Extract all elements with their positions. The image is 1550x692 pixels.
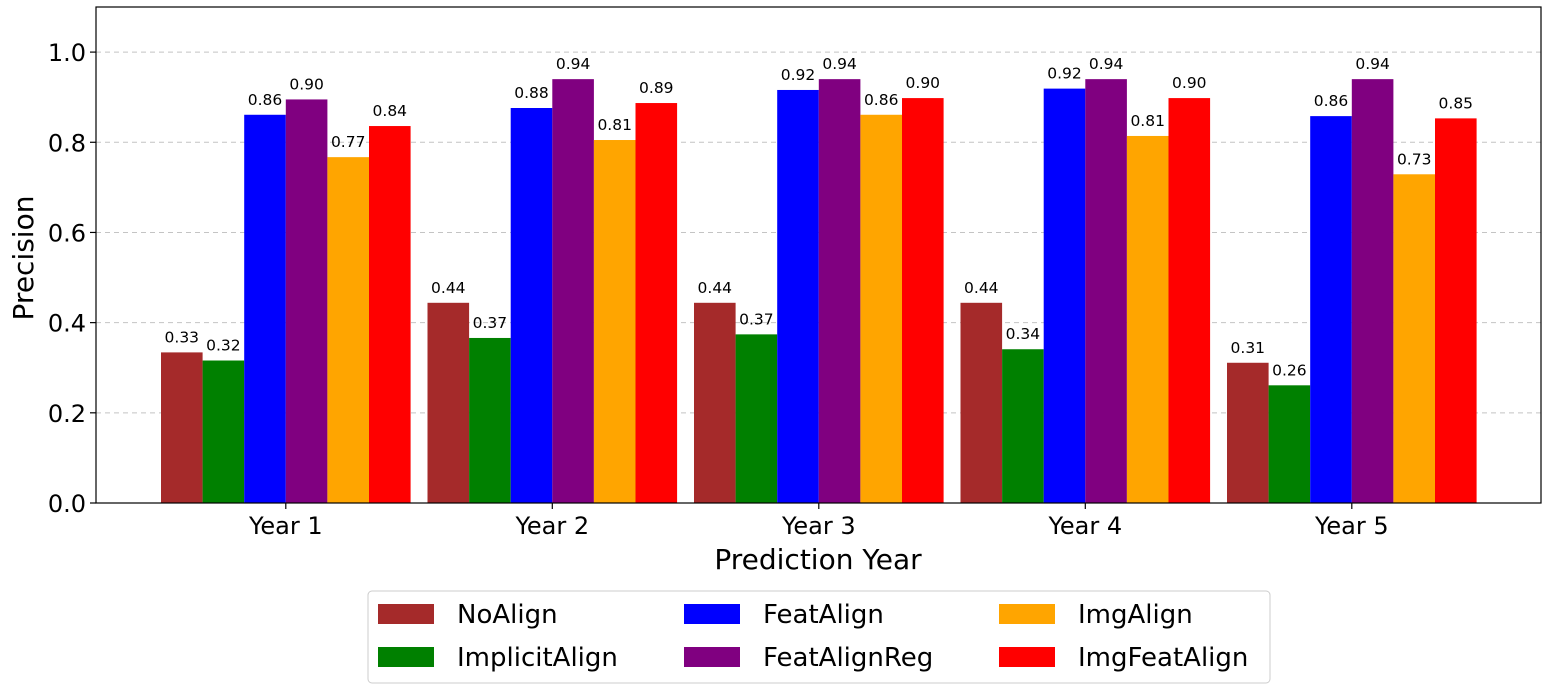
legend-swatch xyxy=(378,647,434,667)
bar xyxy=(1002,349,1044,503)
bar-value-label: 0.32 xyxy=(206,337,241,355)
bar xyxy=(1268,385,1311,503)
legend-label: ImgFeatAlign xyxy=(1078,643,1248,673)
legend-label: FeatAlignReg xyxy=(763,643,933,673)
bar xyxy=(635,103,678,503)
bar xyxy=(1310,116,1352,504)
bar xyxy=(427,302,470,503)
bar-value-label: 0.86 xyxy=(1314,92,1349,110)
x-tick-label: Year 1 xyxy=(248,512,323,540)
y-tick-label: 0.6 xyxy=(48,219,86,247)
bar-value-labels: 0.33 0.32 0.86 0.90 0.77 0.84 0.44 0.37 0.88 0.94… xyxy=(165,55,1474,379)
bar-value-label: 0.90 xyxy=(906,74,941,92)
y-tick-label: 0.4 xyxy=(48,310,86,338)
legend-swatch xyxy=(684,647,740,667)
y-tick-label: 1.0 xyxy=(48,39,86,67)
bar-value-label: 0.90 xyxy=(1172,74,1207,92)
legend-label: ImplicitAlign xyxy=(457,643,618,673)
bar xyxy=(593,140,636,503)
bar xyxy=(902,98,944,504)
y-tick-label: 0.2 xyxy=(48,400,86,428)
bar xyxy=(960,302,1003,503)
y-tick-label: 0.8 xyxy=(48,129,86,157)
x-axis-ticks: Year 1 Year 2 Year 3 Year 4 Year 5 xyxy=(248,503,1389,540)
bar-value-label: 0.92 xyxy=(781,66,816,84)
bar-value-label: 0.44 xyxy=(964,279,999,297)
bar xyxy=(469,337,511,503)
bar xyxy=(369,126,411,503)
bar xyxy=(161,352,203,503)
bar-value-label: 0.81 xyxy=(1130,112,1165,130)
legend-swatch xyxy=(684,604,740,624)
legend-label: FeatAlign xyxy=(763,600,884,630)
legend: NoAlign ImplicitAlign FeatAlign FeatAlignRe… xyxy=(367,590,1271,684)
bar xyxy=(818,79,861,504)
bar xyxy=(777,89,819,503)
bar-value-label: 0.84 xyxy=(373,102,408,120)
y-tick-label: 0.0 xyxy=(48,490,86,518)
bar-value-label: 0.86 xyxy=(248,91,283,109)
bar xyxy=(1227,362,1269,503)
bar-value-label: 0.92 xyxy=(1047,65,1082,83)
bar-value-label: 0.88 xyxy=(514,84,549,102)
bar xyxy=(1351,79,1394,504)
x-tick-label: Year 3 xyxy=(781,512,856,540)
bar-value-label: 0.73 xyxy=(1397,150,1432,168)
bar xyxy=(202,360,245,503)
bar xyxy=(1085,79,1127,504)
bar-value-label: 0.44 xyxy=(698,279,733,297)
bar xyxy=(285,99,328,503)
bar-value-label: 0.31 xyxy=(1231,339,1266,357)
bar-value-label: 0.94 xyxy=(1089,55,1124,73)
bar xyxy=(1435,118,1477,503)
bar-value-label: 0.90 xyxy=(289,75,324,93)
bar xyxy=(244,114,286,503)
x-tick-label: Year 2 xyxy=(514,512,589,540)
bar-value-label: 0.81 xyxy=(597,116,632,134)
bar xyxy=(1393,174,1435,503)
y-axis-ticks: 0.0 0.2 0.4 0.6 0.8 1.0 xyxy=(48,39,96,518)
x-tick-label: Year 5 xyxy=(1314,512,1389,540)
bar-value-label: 0.94 xyxy=(556,55,591,73)
bar-value-label: 0.33 xyxy=(165,328,200,346)
bar-value-label: 0.26 xyxy=(1272,361,1307,379)
bar xyxy=(1168,98,1211,504)
bar xyxy=(1126,135,1169,503)
bar xyxy=(694,302,736,503)
y-axis-title: Precision xyxy=(7,196,40,321)
x-axis-title: Prediction Year xyxy=(714,543,922,576)
legend-swatch xyxy=(999,604,1055,624)
bar-value-label: 0.85 xyxy=(1439,94,1474,112)
bar-value-label: 0.44 xyxy=(431,279,466,297)
bar xyxy=(327,157,369,504)
legend-swatch xyxy=(999,647,1055,667)
bar-value-label: 0.77 xyxy=(331,133,366,151)
bars xyxy=(161,79,1477,504)
bar-value-label: 0.94 xyxy=(1355,55,1390,73)
legend-swatch xyxy=(378,604,434,624)
bar-value-label: 0.94 xyxy=(822,55,857,73)
bar-value-label: 0.37 xyxy=(739,310,774,328)
bar-value-label: 0.89 xyxy=(639,79,674,97)
bar xyxy=(860,114,902,503)
bar xyxy=(1043,88,1086,503)
bar-value-label: 0.86 xyxy=(864,91,899,109)
bar-value-label: 0.34 xyxy=(1006,325,1041,343)
legend-label: ImgAlign xyxy=(1078,600,1193,630)
legend-label: NoAlign xyxy=(457,600,558,630)
bar xyxy=(552,79,594,504)
bar xyxy=(510,108,553,504)
x-tick-label: Year 4 xyxy=(1047,512,1122,540)
bar-value-label: 0.37 xyxy=(473,314,508,332)
bar xyxy=(735,334,778,503)
